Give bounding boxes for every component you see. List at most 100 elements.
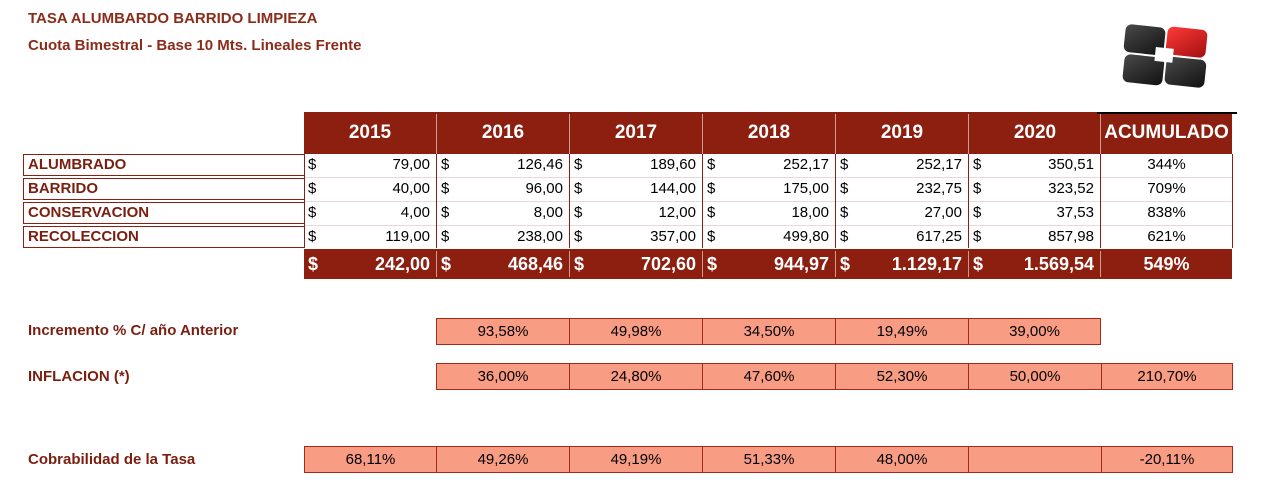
table-cell: $126,46 [437, 154, 569, 176]
total-value: 702,60 [640, 254, 696, 274]
currency-symbol: $ [707, 228, 716, 245]
table-cell: $357,00 [570, 226, 702, 248]
cell-value: 232,75 [916, 180, 962, 197]
column-divider [1232, 154, 1233, 248]
header-divider [1100, 114, 1101, 154]
currency-symbol: $ [973, 156, 982, 173]
cell-value: 12,00 [658, 204, 696, 221]
accumulated-value: 344% [1147, 156, 1186, 173]
row-divider [304, 201, 1232, 202]
cell-value: 252,17 [783, 156, 829, 173]
collectability-accumulated: -20,11% [1101, 446, 1233, 473]
collectability-label: Cobrabilidad de la Tasa [28, 451, 196, 468]
header-divider [968, 114, 969, 154]
currency-symbol: $ [308, 180, 317, 197]
currency-symbol: $ [308, 228, 317, 245]
currency-symbol: $ [574, 180, 583, 197]
currency-symbol: $ [441, 204, 450, 221]
total-accumulated: 549% [1143, 254, 1190, 274]
cell-value: 350,51 [1048, 156, 1094, 173]
table-cell: $8,00 [437, 202, 569, 224]
currency-symbol: $ [840, 204, 849, 221]
cell-value: 357,00 [650, 228, 696, 245]
cell-value: 96,00 [525, 180, 563, 197]
row-label-recoleccion: RECOLECCION [23, 226, 305, 248]
row-label-conservacion: CONSERVACION [23, 202, 305, 224]
currency-symbol: $ [308, 204, 317, 221]
cell-value: 499,80 [783, 228, 829, 245]
total-cell: $1.569,54 [969, 249, 1100, 279]
table-cell: $323,52 [969, 178, 1100, 200]
table-cell: $37,53 [969, 202, 1100, 224]
table-cell: $119,00 [304, 226, 436, 248]
page-title: TASA ALUMBARDO BARRIDO LIMPIEZA [28, 10, 318, 27]
currency-symbol: $ [840, 180, 849, 197]
table-cell: $40,00 [304, 178, 436, 200]
cell-value: 144,00 [650, 180, 696, 197]
year-header-2018: 2018 [747, 122, 791, 143]
header-divider [569, 114, 570, 154]
cell-value: 18,00 [791, 204, 829, 221]
row-label-alumbrado: ALUMBRADO [23, 154, 305, 176]
total-cell: $242,00 [304, 249, 436, 279]
currency-symbol: $ [574, 254, 585, 274]
table-cell: $12,00 [570, 202, 702, 224]
page-subtitle: Cuota Bimestral - Base 10 Mts. Lineales … [28, 37, 362, 54]
table-cell: $175,00 [703, 178, 835, 200]
table-cell: $350,51 [969, 154, 1100, 176]
totals-divider [569, 251, 570, 277]
collectability-value [968, 446, 1102, 473]
collectability-value: 51,33% [702, 446, 836, 473]
accumulated-header: ACUMULADO [1104, 122, 1229, 143]
header-divider [702, 114, 703, 154]
table-cell: $617,25 [836, 226, 968, 248]
increment-label: Incremento % C/ año Anterior [28, 322, 239, 339]
column-divider [968, 154, 969, 248]
totals-divider [835, 251, 836, 277]
cell-value: 323,52 [1048, 180, 1094, 197]
increment-value: 49,98% [569, 318, 703, 345]
table-cell: $27,00 [836, 202, 968, 224]
table-cell: $232,75 [836, 178, 968, 200]
accumulated-value: 621% [1147, 228, 1186, 245]
cell-value: 40,00 [392, 180, 430, 197]
column-divider [436, 154, 437, 248]
year-header-2020: 2020 [1013, 122, 1057, 143]
increment-value: 39,00% [968, 318, 1101, 345]
totals-divider [436, 251, 437, 277]
collectability-value: 68,11% [304, 446, 437, 473]
table-cell: $4,00 [304, 202, 436, 224]
cell-value: 79,00 [392, 156, 430, 173]
total-value: 468,46 [507, 254, 563, 274]
currency-symbol: $ [973, 204, 982, 221]
column-divider [702, 154, 703, 248]
cell-value: 175,00 [783, 180, 829, 197]
totals-row [304, 249, 1232, 279]
collectability-value: 49,26% [436, 446, 570, 473]
total-cell: $1.129,17 [836, 249, 968, 279]
currency-symbol: $ [973, 228, 982, 245]
cell-value: 857,98 [1048, 228, 1094, 245]
total-cell: $468,46 [437, 249, 569, 279]
column-divider [1100, 154, 1101, 248]
inflation-value: 50,00% [968, 363, 1102, 390]
currency-symbol: $ [707, 156, 716, 173]
cell-value: 119,00 [385, 228, 430, 245]
table-cell: $252,17 [703, 154, 835, 176]
currency-symbol: $ [574, 228, 583, 245]
totals-divider [702, 251, 703, 277]
table-cell: $252,17 [836, 154, 968, 176]
currency-symbol: $ [707, 254, 718, 274]
table-cell: $238,00 [437, 226, 569, 248]
cell-value: 37,53 [1056, 204, 1094, 221]
currency-symbol: $ [441, 228, 450, 245]
header-divider [835, 114, 836, 154]
column-divider [569, 154, 570, 248]
year-header-2016: 2016 [481, 122, 525, 143]
cell-value: 4,00 [400, 204, 430, 221]
currency-symbol: $ [574, 156, 583, 173]
inflation-value: 52,30% [835, 363, 969, 390]
column-divider [835, 154, 836, 248]
currency-symbol: $ [973, 180, 982, 197]
year-header-bar [304, 112, 1232, 154]
